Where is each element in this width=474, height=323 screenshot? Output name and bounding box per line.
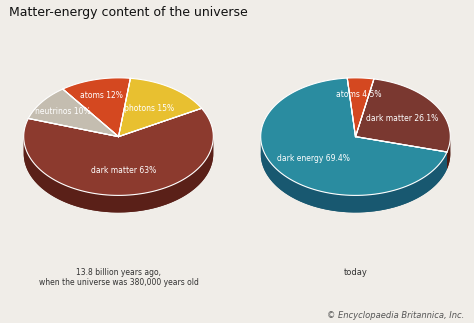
Text: atoms 12%: atoms 12% bbox=[80, 91, 123, 100]
Polygon shape bbox=[261, 78, 447, 195]
Polygon shape bbox=[24, 136, 213, 213]
Polygon shape bbox=[28, 89, 118, 137]
Polygon shape bbox=[261, 141, 447, 213]
Text: © Encyclopaedia Britannica, Inc.: © Encyclopaedia Britannica, Inc. bbox=[327, 311, 465, 320]
Polygon shape bbox=[261, 134, 447, 213]
Text: dark matter 63%: dark matter 63% bbox=[91, 166, 156, 175]
Polygon shape bbox=[24, 108, 213, 195]
Polygon shape bbox=[63, 78, 130, 137]
Polygon shape bbox=[118, 78, 201, 137]
Polygon shape bbox=[447, 138, 450, 169]
Text: dark energy 69.4%: dark energy 69.4% bbox=[277, 154, 350, 163]
Text: Matter-energy content of the universe: Matter-energy content of the universe bbox=[9, 6, 248, 19]
Text: 13.8 billion years ago,
when the universe was 380,000 years old: 13.8 billion years ago, when the univers… bbox=[38, 268, 199, 287]
Polygon shape bbox=[24, 138, 213, 213]
Text: photons 15%: photons 15% bbox=[124, 104, 174, 113]
Polygon shape bbox=[347, 78, 374, 137]
Text: today: today bbox=[344, 268, 367, 277]
Text: neutrinos 10%: neutrinos 10% bbox=[36, 107, 91, 116]
Polygon shape bbox=[447, 134, 450, 169]
Text: dark matter 26.1%: dark matter 26.1% bbox=[366, 114, 438, 123]
Polygon shape bbox=[356, 79, 450, 152]
Text: atoms 4.5%: atoms 4.5% bbox=[337, 90, 382, 99]
